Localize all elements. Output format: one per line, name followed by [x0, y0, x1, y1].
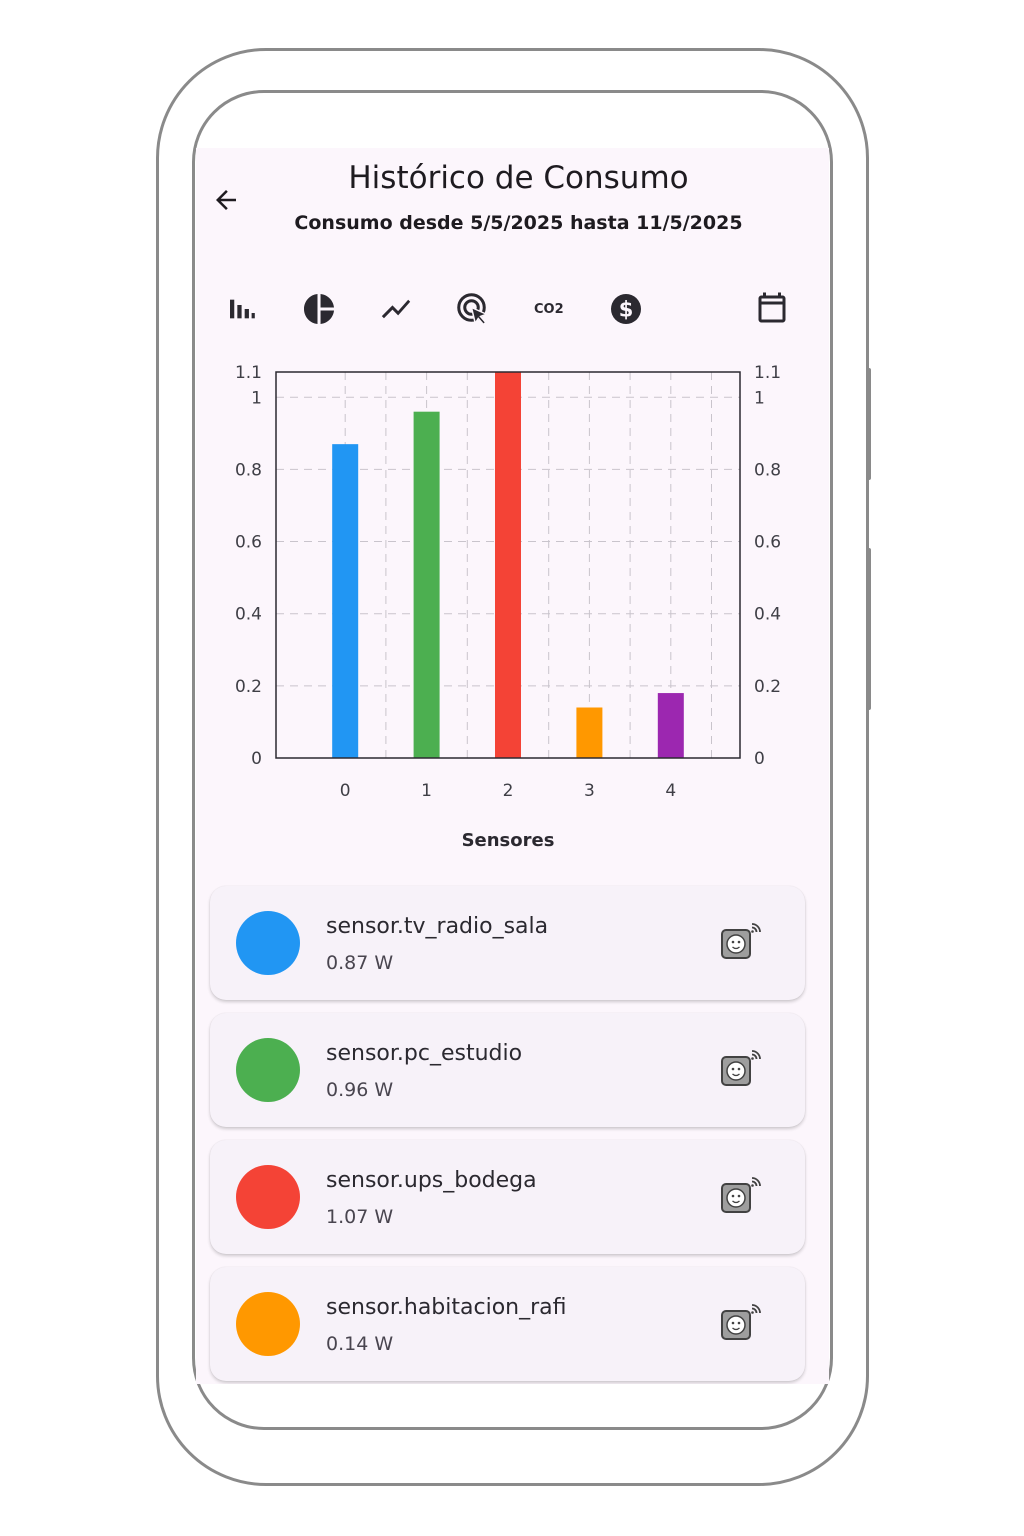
bar-sensor-2[interactable]	[495, 372, 521, 758]
back-button[interactable]	[206, 180, 246, 220]
date-range-subtitle: Consumo desde 5/5/2025 hasta 11/5/2025	[294, 212, 743, 234]
x-tick-label: 2	[503, 781, 514, 801]
pie-chart-icon	[304, 294, 334, 324]
touch-select-button[interactable]	[452, 288, 494, 330]
consumption-bar-chart: 0 00.2 0.20.4 0.40.6 0.60.8 0.81 11.1 1.10 1 2 3 4 …	[235, 363, 781, 851]
sensor-color-dot	[236, 1038, 300, 1102]
chart-bars	[332, 372, 684, 758]
y-tick-label-right: 1.1	[754, 363, 781, 383]
y-tick-label-left: 0.6	[235, 533, 262, 553]
sensor-card[interactable]: sensor.ups_bodega 1.07 W	[210, 1140, 805, 1254]
sensor-card[interactable]: sensor.tv_radio_sala 0.87 W	[210, 886, 805, 1000]
bar-sensor-3[interactable]	[576, 707, 603, 758]
sensor-value: 0.87 W	[326, 952, 394, 974]
co2-icon: CO2	[534, 302, 564, 317]
sensor-color-dot	[236, 1292, 300, 1356]
x-tick-label: 3	[584, 781, 595, 801]
y-tick-label-right: 0.8	[754, 460, 781, 480]
y-tick-label-right: 0	[754, 749, 765, 769]
sensor-name: sensor.tv_radio_sala	[326, 914, 549, 939]
bar-sensor-4[interactable]	[657, 693, 684, 758]
y-tick-label-left: 0.2	[235, 677, 262, 697]
line-chart-icon	[381, 299, 411, 319]
bar-chart-icon	[230, 299, 255, 319]
app-screen: Histórico de Consumo Consumo desde 5/5/2…	[196, 148, 829, 1384]
y-tick-label-right: 0.6	[754, 533, 781, 553]
y-tick-label-right: 0.4	[754, 605, 781, 625]
calendar-button[interactable]	[751, 288, 793, 330]
x-axis-title: Sensores	[462, 830, 555, 851]
dollar-icon: $	[611, 294, 641, 324]
sensor-card[interactable]: sensor.pc_estudio 0.96 W	[210, 1013, 805, 1127]
plot-border	[275, 371, 741, 759]
sensor-card[interactable]: sensor.habitacion_rafi 0.14 W	[210, 1267, 805, 1381]
sensor-name: sensor.pc_estudio	[326, 1041, 523, 1066]
touch-select-icon	[457, 293, 489, 326]
sensor-color-dot	[236, 1165, 300, 1229]
sensor-value: 0.14 W	[326, 1333, 394, 1355]
sensor-name: sensor.habitacion_rafi	[326, 1295, 567, 1320]
svg-text:$: $	[619, 298, 634, 322]
phone-side-button	[867, 368, 871, 480]
bar-chart-button[interactable]	[221, 288, 263, 330]
sensor-value: 1.07 W	[326, 1206, 394, 1228]
line-chart-button[interactable]	[375, 288, 417, 330]
smart-plug-icon	[721, 923, 761, 959]
y-tick-label-left: 0.8	[235, 460, 262, 480]
co2-button[interactable]: CO2	[528, 288, 570, 330]
cost-button[interactable]: $	[605, 288, 647, 330]
page-title: Histórico de Consumo	[348, 160, 689, 196]
arrow-left-icon	[216, 190, 236, 210]
smart-plug-icon	[721, 1050, 761, 1086]
y-tick-label-left: 0	[251, 749, 262, 769]
calendar-icon	[758, 292, 786, 323]
y-tick-label-left: 0.4	[235, 605, 262, 625]
x-tick-label: 1	[421, 781, 432, 801]
sensor-list: sensor.tv_radio_sala 0.87 W sensor.pc_es…	[210, 886, 805, 1384]
smart-plug-icon	[721, 1304, 761, 1340]
y-tick-label-left: 1.1	[235, 363, 262, 383]
smart-plug-icon	[721, 1177, 761, 1213]
bar-sensor-1[interactable]	[413, 411, 440, 758]
sensor-name: sensor.ups_bodega	[326, 1168, 537, 1193]
bar-sensor-0[interactable]	[332, 444, 359, 758]
y-tick-label-right: 0.2	[754, 677, 781, 697]
sensor-value: 0.96 W	[326, 1079, 394, 1101]
x-tick-label: 0	[340, 781, 351, 801]
co2-label: CO2	[534, 302, 564, 317]
chart-ticks: 0 0 0.2 0.2 0.4 0.4 0.6 0.6 0.8 0.8 1 1 1.1 1.1 0 1 2 3 4	[235, 363, 781, 801]
x-tick-label: 4	[665, 781, 676, 801]
pie-chart-button[interactable]	[298, 288, 340, 330]
sensor-color-dot	[236, 911, 300, 975]
y-tick-label-left: 1	[251, 388, 262, 408]
phone-side-button	[867, 548, 871, 710]
y-tick-label-right: 1	[754, 388, 765, 408]
